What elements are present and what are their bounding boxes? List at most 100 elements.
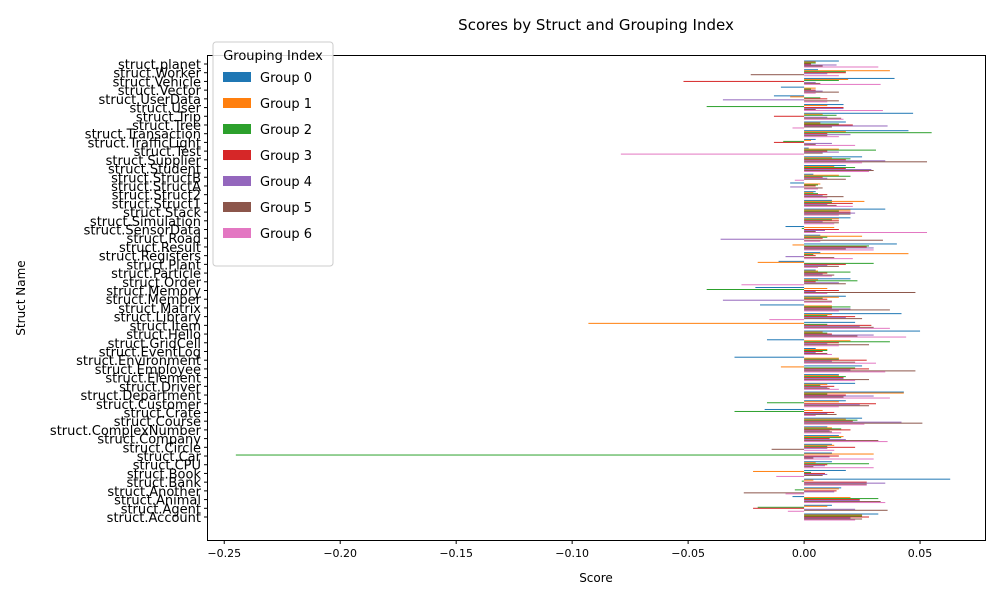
bar-group3-struct.planet [804, 64, 811, 65]
bar-group5-struct.Customer [804, 405, 869, 406]
bar-group5-struct.Road [804, 240, 883, 241]
bar-group1-struct.Road [804, 236, 862, 237]
bar-group3-struct.Company [804, 438, 830, 439]
bar-group1-struct.Element [804, 375, 839, 376]
bar-group4-struct.Worker [804, 73, 827, 74]
bar-group6-struct.Library [769, 319, 804, 320]
bar-group3-struct.Worker [804, 72, 846, 73]
bar-group2-struct.Library [804, 315, 827, 316]
bar-group6-struct.Agent [788, 511, 804, 512]
bar-group0-struct.Car [804, 453, 832, 454]
bar-group6-struct.CPU [804, 467, 874, 468]
bar-group0-struct.StructB [804, 174, 813, 175]
bar-group5-struct.Order [804, 283, 846, 284]
bar-group2-struct.planet [804, 63, 816, 64]
legend-swatch [223, 202, 251, 212]
bar-group3-struct.Element [804, 377, 843, 378]
bar-group3-struct.Hello [804, 334, 832, 335]
bar-group6-struct.Account [804, 519, 855, 520]
bar-group0-struct.Road [804, 235, 820, 236]
bar-group5-struct.CPU [804, 466, 813, 467]
bar-group6-struct.Another [786, 493, 805, 494]
bar-group4-struct.Course [804, 422, 901, 423]
bar-group1-struct.Company [804, 436, 843, 437]
bar-group6-struct.Matrix [804, 310, 839, 311]
bar-group1-struct.Tree [804, 122, 820, 123]
bar-group0-struct.Circle [804, 444, 832, 445]
bar-group2-struct.Animal [804, 498, 878, 499]
bar-group3-struct.Department [804, 395, 846, 396]
bar-group1-struct.Customer [804, 401, 839, 402]
bar-group4-struct.StructB [804, 178, 827, 179]
bar-group3-struct.Car [804, 456, 839, 457]
bar-group4-struct.Road [721, 239, 804, 240]
bar-group4-struct.TrafficLight [804, 143, 832, 144]
bar-group0-struct.Struct2 [804, 191, 816, 192]
bar-group1-struct.User [804, 105, 827, 106]
bar-group6-struct.EventLog [804, 354, 832, 355]
bar-group2-struct.Struct2 [804, 193, 818, 194]
bar-group3-struct.Library [804, 316, 855, 317]
bar-group6-struct.Department [804, 398, 890, 399]
bar-group1-struct.Transaction [804, 131, 846, 132]
bar-group3-struct.Circle [804, 447, 855, 448]
bar-group5-struct.Course [804, 423, 922, 424]
bar-group6-struct.Particle [804, 276, 832, 277]
bar-group4-struct.Element [804, 378, 843, 379]
bar-group4-struct.Particle [804, 274, 823, 275]
bar-group3-struct.ComplexNumber [804, 429, 850, 430]
bar-group6-struct.Student [804, 171, 869, 172]
bar-group3-struct.Item [804, 325, 871, 326]
bar-group0-struct.StructA [790, 182, 804, 183]
bar-group4-struct.Supplier [804, 160, 885, 161]
bar-group6-struct.Car [804, 459, 874, 460]
bar-group5-struct.Environment [804, 362, 855, 363]
bar-group2-struct.Supplier [804, 158, 850, 159]
bar-group4-struct.Member [723, 300, 804, 301]
bar-group6-struct.Customer [804, 406, 839, 407]
bar-group4-struct.Car [804, 457, 830, 458]
bar-group3-struct.StructA [804, 185, 816, 186]
bar-group5-struct.Plant [804, 266, 839, 267]
bar-group6-struct.Order [741, 284, 804, 285]
bar-group3-struct.Animal [804, 499, 860, 500]
bar-group1-struct.Particle [804, 271, 818, 272]
bar-group2-struct.Course [804, 420, 857, 421]
y-axis: struct.Accountstruct.Agentstruct.Animals… [50, 58, 208, 526]
bar-group6-struct.Animal [804, 502, 885, 503]
bar-group6-struct.Employee [804, 371, 885, 372]
bar-group1-struct.EventLog [804, 349, 827, 350]
bar-group4-struct.Stack [804, 213, 855, 214]
bar-group4-struct.Book [804, 474, 827, 475]
bar-group5-struct.Circle [772, 449, 804, 450]
bar-group1-struct.Worker [804, 70, 890, 71]
bar-group4-struct.planet [804, 64, 836, 65]
bar-group6-struct.Driver [804, 389, 839, 390]
bar-group0-struct.Transaction [804, 130, 908, 131]
bar-group6-struct.Vector [804, 93, 816, 94]
bar-group0-struct.ComplexNumber [804, 426, 827, 427]
bar-group1-struct.Library [804, 314, 832, 315]
bar-group2-struct.Transaction [804, 132, 932, 133]
bar-group0-struct.Test [804, 148, 809, 149]
bar-group1-struct.Book [753, 471, 804, 472]
bar-group3-struct.Order [804, 281, 816, 282]
x-tick-label: −0.15 [439, 547, 473, 560]
bar-group3-struct.Customer [804, 403, 876, 404]
bar-group1-struct.Simulation [804, 218, 839, 219]
bar-group0-struct.Member [804, 296, 846, 297]
bar-group0-struct.CPU [804, 461, 832, 462]
bar-group1-struct.Vehicle [804, 79, 848, 80]
bar-group3-struct.Employee [804, 368, 869, 369]
bar-group5-struct.ComplexNumber [804, 431, 832, 432]
bar-group2-struct.Environment [804, 359, 839, 360]
bar-group6-struct.ComplexNumber [804, 432, 841, 433]
bar-group6-struct.StructB [795, 180, 804, 181]
bar-group1-struct.Memory [804, 288, 827, 289]
bar-group5-struct.Transaction [804, 135, 827, 136]
bar-group0-struct.Book [804, 470, 846, 471]
bar-group6-struct.GridCell [804, 345, 839, 346]
bar-group0-struct.Another [804, 487, 841, 488]
bar-group6-struct.planet [804, 66, 878, 67]
bar-group3-struct.Matrix [804, 307, 832, 308]
